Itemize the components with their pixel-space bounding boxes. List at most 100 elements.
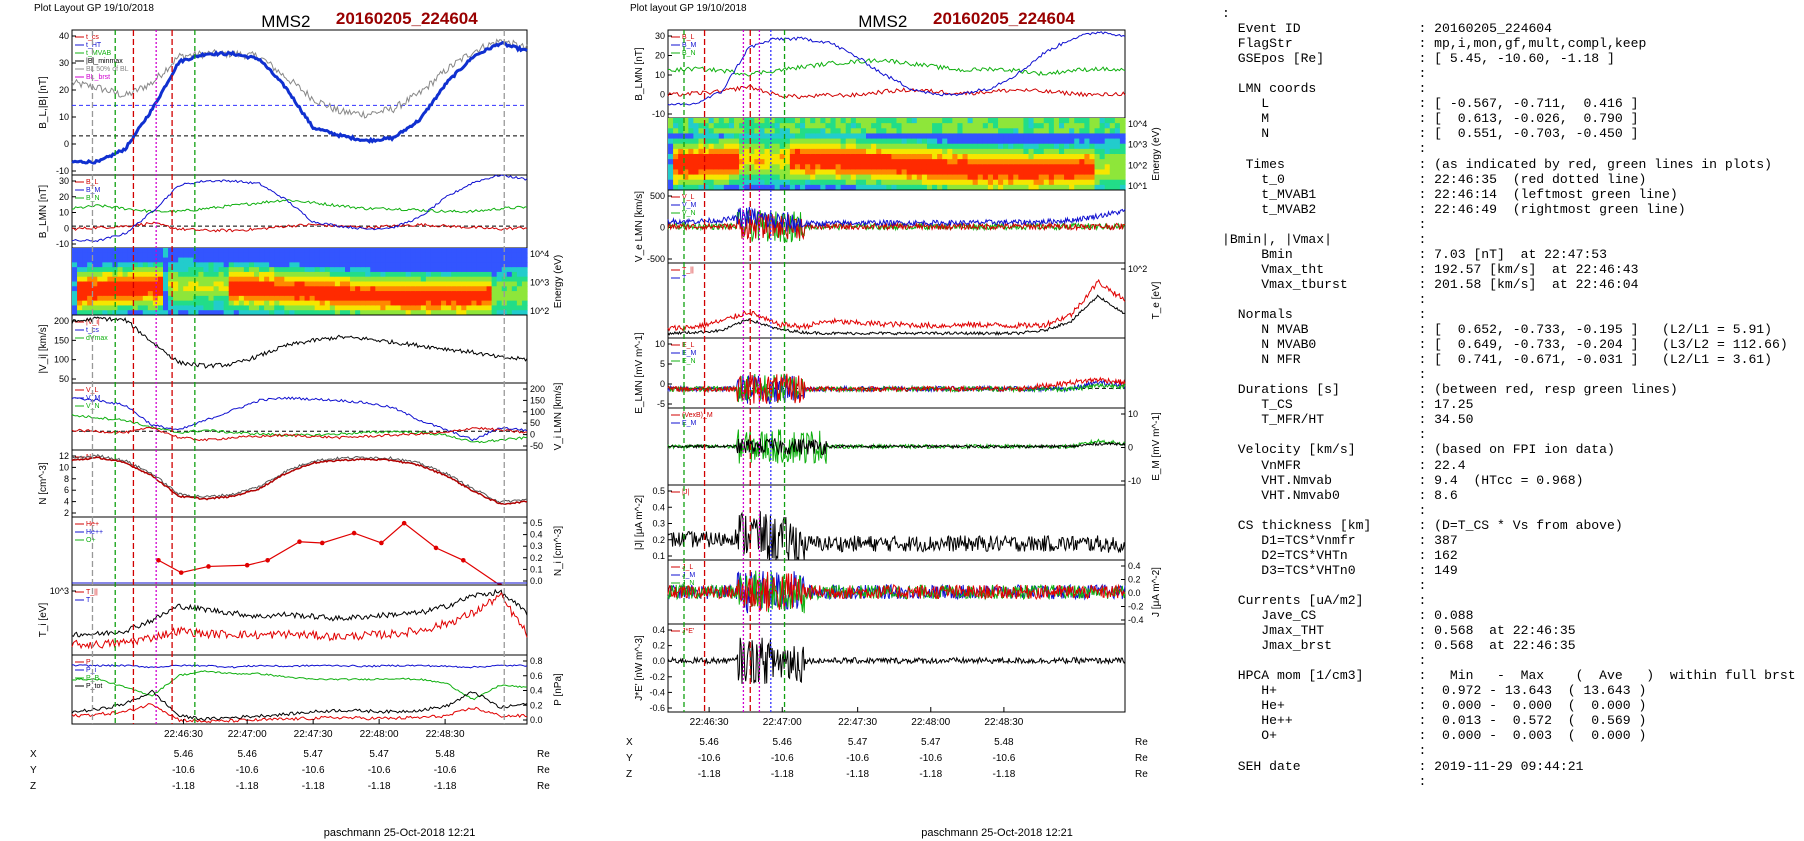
spectrogram-cell [947, 143, 953, 150]
spectrogram-cell [937, 184, 943, 191]
spectrogram-cell [471, 257, 478, 263]
spectrogram-cell [228, 295, 235, 302]
spectrogram-cell [1003, 174, 1009, 181]
spectrogram-cell [238, 300, 245, 307]
spectrogram-cell [1003, 133, 1009, 140]
spectrogram-cell [259, 291, 265, 297]
spectrogram-cell [708, 184, 715, 191]
spectrogram-cell [77, 305, 83, 311]
spectrogram-cell [947, 164, 953, 171]
spectrogram-cell [1048, 179, 1055, 186]
spectrogram-cell [1013, 164, 1019, 171]
y-tick-label: 10 [1128, 409, 1138, 419]
spectrogram-cell [334, 271, 341, 278]
spectrogram-cell [911, 169, 918, 176]
spectrogram-cell [188, 262, 194, 268]
spectrogram-cell [430, 262, 437, 268]
spectrogram-cell [962, 169, 969, 176]
spectrogram-cell [1119, 174, 1126, 181]
spectrogram-cell [87, 310, 93, 316]
spectrogram-cell [441, 291, 447, 297]
spectrogram-cell [744, 159, 750, 165]
spectrogram-cell [461, 286, 467, 292]
spectrogram-cell [926, 143, 933, 150]
spectrogram-cell [876, 118, 882, 124]
spectrogram-cell [871, 179, 877, 186]
spectrogram-cell [193, 300, 199, 307]
spectrogram-cell [491, 286, 498, 292]
spectrogram-cell [304, 305, 311, 311]
spectrogram-cell [198, 305, 205, 311]
spectrogram-cell [992, 138, 999, 145]
spectrogram-cell [906, 118, 913, 124]
spectrogram-cell [683, 159, 689, 165]
spectrogram-cell [92, 252, 98, 259]
spectrogram-cell [228, 286, 235, 292]
bm-line [72, 199, 528, 214]
spectrogram-cell [380, 252, 387, 259]
spectrogram-cell [415, 295, 422, 302]
spectrogram-cell [92, 257, 98, 263]
spectrogram-cell [481, 310, 488, 316]
spectrogram-cell [774, 184, 781, 191]
spectrogram-cell [1089, 128, 1096, 135]
legend-entry: E_L [682, 342, 695, 349]
spectrogram-cell [486, 248, 493, 254]
spectrogram-cell [203, 252, 210, 259]
spectrogram-cell [350, 252, 356, 259]
spectrogram-cell [400, 291, 407, 297]
spectrogram-cell [147, 295, 154, 302]
spectrogram-cell [385, 291, 392, 297]
spectrogram-cell [415, 286, 422, 292]
spectrogram-cell [906, 169, 913, 176]
spectrogram-cell [967, 143, 974, 150]
spectrogram-cell [830, 169, 837, 176]
spectrogram-cell [506, 295, 513, 302]
spectrogram-cell [871, 138, 877, 145]
spectrogram-cell [309, 295, 316, 302]
spectrogram-cell [668, 174, 674, 181]
spectrogram-cell [269, 281, 275, 287]
spectrogram-cell [446, 310, 452, 316]
spectrogram-cell [876, 143, 882, 150]
spectrogram-cell [754, 159, 760, 165]
spectrogram-cell [350, 257, 356, 263]
y-tick-label: 0.4 [1128, 561, 1141, 571]
spectrogram-cell [1084, 154, 1091, 160]
y-tick-label: 6 [64, 485, 69, 495]
spectrogram-cell [1089, 184, 1096, 191]
spectrogram-cell [769, 184, 776, 191]
p-line [71, 703, 528, 724]
spectrogram-cell [112, 267, 119, 273]
legend-entry: B_M [682, 42, 697, 49]
spectrogram-cell [72, 286, 78, 292]
spectrogram-cell [1069, 133, 1075, 140]
spectrogram-cell [163, 281, 169, 287]
spectrogram-cell [688, 128, 694, 135]
y-tick-label: 10 [59, 112, 69, 122]
spectrogram-cell [380, 310, 387, 316]
spectrogram-cell [728, 164, 735, 171]
spectrogram-cell [1028, 118, 1035, 124]
spectrogram-cell [279, 257, 285, 263]
spectrogram-cell [759, 123, 766, 129]
y-tick-label: 0.0 [530, 715, 543, 725]
legend-entry: T [86, 597, 91, 604]
spectrogram-cell [355, 248, 361, 254]
y-axis-label: B_LMN [nT] [38, 185, 49, 239]
spectrogram-cell [183, 286, 189, 292]
spectrogram-cell [1094, 128, 1101, 135]
spectrogram-cell [415, 257, 422, 263]
spectrogram-cell [967, 133, 974, 140]
spectrogram-cell [506, 271, 513, 278]
spectrogram-cell [982, 184, 989, 191]
spectrogram-cell [107, 271, 114, 278]
spectrogram-cell [992, 174, 999, 181]
spectrogram-cell [845, 179, 852, 186]
spectrogram-cell [764, 148, 771, 155]
spectrogram-cell [521, 281, 528, 287]
spectrogram-cell [830, 179, 837, 186]
spectrogram-cell [1119, 184, 1126, 191]
spectrogram-cell [107, 276, 114, 283]
spectrogram-cell [688, 179, 694, 186]
